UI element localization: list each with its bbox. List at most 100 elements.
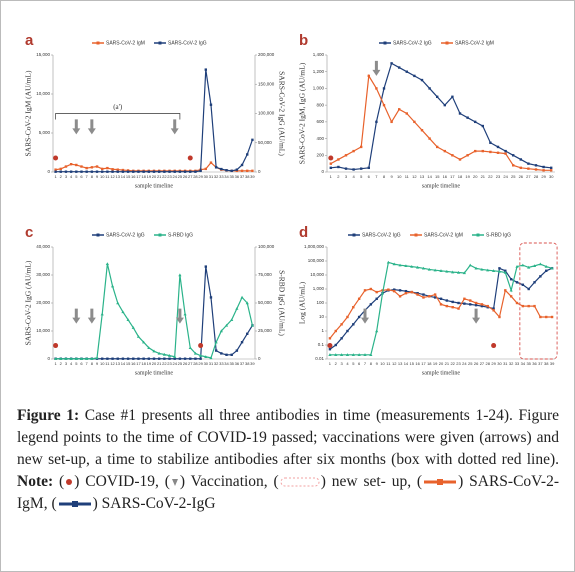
x-tick-label: 8 <box>370 361 373 366</box>
series-line <box>55 266 253 360</box>
data-point <box>486 268 490 272</box>
data-point <box>410 264 414 268</box>
data-point <box>462 271 466 275</box>
data-point <box>458 158 462 161</box>
data-point <box>369 303 373 306</box>
x-tick-label: 4 <box>346 361 349 366</box>
data-point <box>246 169 249 173</box>
data-point <box>527 287 530 291</box>
x-tick-label: 17 <box>136 361 141 366</box>
x-tick-label: 13 <box>420 174 425 179</box>
data-point <box>436 95 439 98</box>
x-tick-label: 37 <box>240 361 245 366</box>
data-point <box>439 297 443 300</box>
caption: Figure 1: Case #1 presents all three ant… <box>17 405 559 515</box>
data-point <box>439 303 443 306</box>
x-tick-label: 29 <box>198 174 203 179</box>
data-point <box>101 357 104 360</box>
x-tick-label: 2 <box>60 174 63 179</box>
data-point <box>375 297 378 300</box>
series-line <box>329 288 553 339</box>
x-tick-label: 12 <box>412 174 417 179</box>
y-tick-label: 600 <box>316 119 324 124</box>
data-point <box>474 301 478 305</box>
data-point <box>204 355 208 358</box>
data-point <box>183 357 187 360</box>
x-tick-label: 35 <box>229 361 234 366</box>
annotation: (a') <box>113 103 123 111</box>
x-tick-label: 15 <box>126 174 131 179</box>
legend-label: SARS-CoV-2 IgM <box>455 40 494 46</box>
x-tick-label: 2 <box>335 361 338 366</box>
data-point <box>225 353 228 356</box>
data-point <box>357 315 361 319</box>
data-point <box>235 307 239 310</box>
data-point <box>445 304 449 308</box>
data-point <box>413 74 416 78</box>
data-point <box>456 270 461 274</box>
data-point <box>521 304 525 308</box>
x-tick-label: 22 <box>162 174 167 179</box>
data-point <box>369 287 373 291</box>
data-point <box>126 169 130 172</box>
vaccination-arrow <box>170 119 179 135</box>
y-tick-label: 5,000 <box>39 130 51 135</box>
data-point <box>469 303 472 306</box>
data-point <box>451 95 454 98</box>
x-tick-label: 9 <box>390 174 393 179</box>
y-tick-label: 800 <box>316 102 324 107</box>
data-point <box>451 270 455 274</box>
data-point <box>538 262 542 266</box>
y2-tick-label: 50,000 <box>258 300 272 305</box>
legend-label: SARS-CoV-2 IgM <box>424 232 463 238</box>
y-axis-label: Log (AU/mL) <box>298 281 307 324</box>
data-point <box>163 170 166 173</box>
data-point <box>111 357 114 360</box>
covid-icon <box>66 479 73 486</box>
covid-marker <box>491 343 497 349</box>
x-tick-label: 15 <box>410 361 415 366</box>
legend-label: SARS-CoV-2 IgM <box>106 40 145 46</box>
series-line <box>330 62 552 171</box>
x-tick-label: 1 <box>54 361 57 366</box>
data-point <box>550 266 554 270</box>
legend-label: SARS-CoV-2 IgG <box>168 40 207 46</box>
data-point <box>116 168 119 171</box>
data-point <box>428 87 431 90</box>
data-point <box>245 301 249 305</box>
x-tick-label: 38 <box>245 361 250 366</box>
x-tick-label: 5 <box>352 361 355 366</box>
y-tick-label: 15,000 <box>36 52 50 57</box>
data-point <box>69 170 73 173</box>
data-point <box>422 296 425 299</box>
x-tick-label: 21 <box>157 361 162 366</box>
x-tick-label: 3 <box>65 174 68 179</box>
data-point <box>504 149 507 153</box>
x-tick-label: 6 <box>80 361 83 366</box>
data-point <box>436 145 439 149</box>
y2-axis-label: SARS-CoV-2 IgG (AU/mL) <box>277 71 286 156</box>
data-point <box>451 300 454 304</box>
data-point <box>142 170 145 173</box>
x-tick-label: 19 <box>433 361 438 366</box>
series-line <box>330 74 552 171</box>
data-point <box>183 170 187 173</box>
data-point <box>463 302 466 305</box>
x-tick-label: 34 <box>224 361 229 366</box>
x-tick-label: 20 <box>439 361 444 366</box>
data-point <box>545 269 548 272</box>
y-tick-label: 0.1 <box>318 342 325 347</box>
x-tick-label: 31 <box>209 174 214 179</box>
data-point <box>214 349 218 352</box>
note-part: ) SARS-CoV-2-IgG <box>92 495 216 512</box>
y-tick-label: 10,000 <box>310 272 324 277</box>
x-tick-label: 21 <box>445 361 450 366</box>
y-tick-label: 100 <box>316 300 324 305</box>
y-tick-label: 20,000 <box>36 300 50 305</box>
x-tick-label: 38 <box>544 361 549 366</box>
y-tick-label: 1,000,000 <box>304 244 325 249</box>
y-tick-label: 1,000 <box>313 286 325 291</box>
caption-label: Figure 1: <box>17 407 80 424</box>
data-point <box>110 284 115 288</box>
data-point <box>466 154 469 157</box>
